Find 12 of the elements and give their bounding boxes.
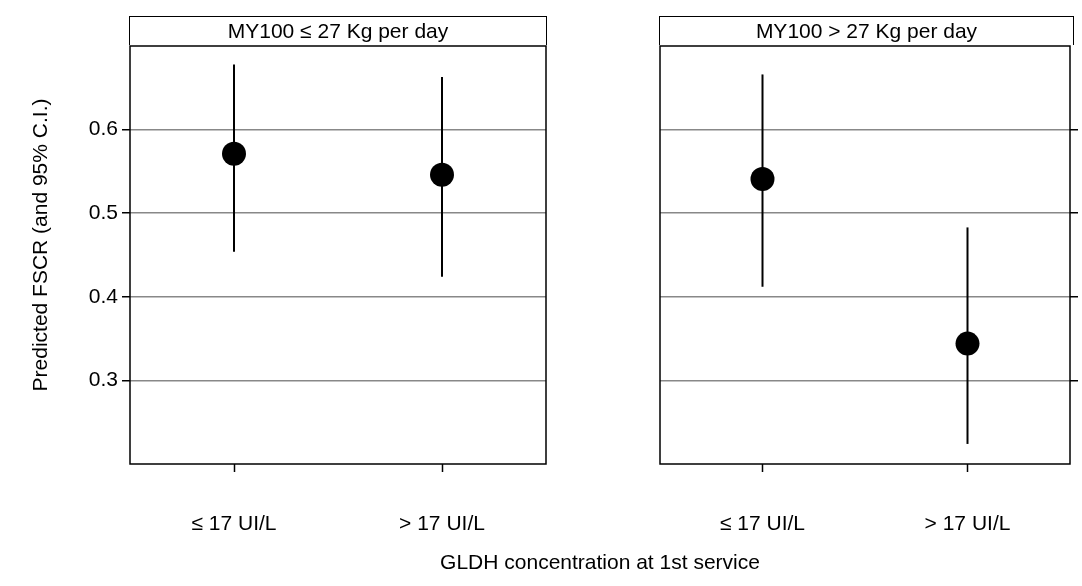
y-tick-label: 0.3 bbox=[88, 367, 118, 391]
x-axis-title: GLDH concentration at 1st service bbox=[440, 550, 760, 574]
x-tick-label: ≤ 17 UI/L bbox=[191, 511, 277, 535]
chart-title: MY100 ≤ 27 Kg per day bbox=[129, 16, 547, 45]
y-tick-label: 0.5 bbox=[88, 200, 118, 223]
y-tick-label: 0.6 bbox=[88, 116, 118, 140]
y-axis-title: Predicted FSCR (and 95% C.I.) bbox=[28, 98, 52, 392]
x-tick-label: > 17 UI/L bbox=[399, 511, 485, 535]
x-tick-label: > 17 UI/L bbox=[924, 511, 1011, 535]
x-tick-label: ≤ 17 UI/L bbox=[719, 511, 806, 535]
chart-title: MY100 > 27 Kg per day bbox=[659, 16, 1074, 45]
y-tick-label: 0.4 bbox=[88, 283, 119, 307]
